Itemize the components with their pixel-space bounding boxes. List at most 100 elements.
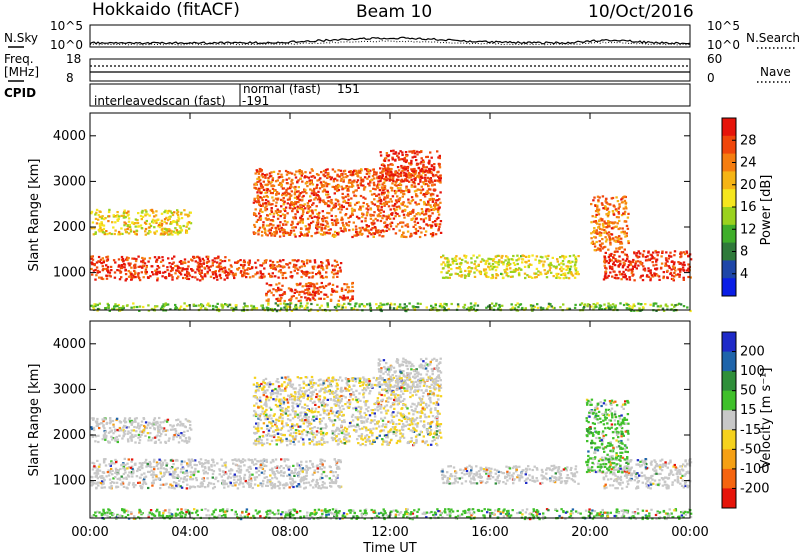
echo-cell: [211, 261, 215, 264]
echo-cell: [269, 182, 272, 185]
echo-cell: [305, 481, 308, 484]
echo-cell: [337, 299, 340, 302]
echo-cell: [623, 232, 626, 235]
echo-cell: [566, 267, 570, 270]
echo-cell: [423, 176, 427, 179]
echo-cell: [96, 459, 99, 462]
echo-cell: [262, 188, 266, 191]
echo-cell: [298, 472, 301, 475]
echo-cell: [603, 207, 607, 210]
echo-cell: [244, 479, 247, 483]
echo-cell: [273, 189, 276, 192]
echo-cell: [179, 305, 183, 308]
echo-cell: [325, 202, 328, 205]
echo-cell: [150, 208, 154, 211]
echo-cell: [262, 276, 265, 279]
echo-cell: [391, 178, 394, 181]
echo-cell: [318, 226, 321, 229]
echo-cell: [641, 255, 645, 258]
echo-cell: [647, 269, 650, 273]
echo-cell: [349, 173, 352, 176]
echo-cell: [283, 229, 286, 232]
echo-cell: [305, 299, 309, 302]
echo-cell: [154, 421, 157, 424]
echo-cell: [351, 235, 354, 239]
echo-cell: [162, 474, 165, 477]
echo-cell: [602, 207, 605, 210]
echo-cell: [122, 477, 125, 480]
echo-cell: [109, 275, 112, 278]
echo-cell: [255, 467, 258, 470]
echo-cell: [248, 476, 251, 479]
echo-cell: [315, 478, 319, 482]
echo-cell: [638, 255, 641, 258]
echo-cell: [305, 175, 308, 179]
nave-tick-bottom: 0: [707, 71, 715, 85]
echo-cell: [176, 277, 179, 280]
echo-cell: [420, 185, 423, 188]
echo-cell: [276, 261, 279, 264]
echo-cell: [289, 475, 292, 478]
echo-cell: [497, 263, 500, 266]
echo-cell: [647, 275, 650, 278]
echo-cell: [361, 179, 364, 182]
echo-cell: [236, 487, 240, 490]
echo-cell: [327, 172, 330, 175]
echo-cell: [284, 308, 288, 311]
echo-cell: [481, 258, 484, 261]
echo-cell: [221, 464, 224, 467]
echo-cell: [186, 267, 189, 270]
echo-cell: [384, 167, 387, 170]
echo-cell: [557, 263, 561, 266]
echo-cell: [667, 265, 671, 268]
echo-cell: [405, 176, 409, 179]
echo-cell: [601, 224, 605, 227]
echo-cell: [392, 307, 396, 310]
echo-cell: [91, 221, 95, 224]
echo-cell: [122, 263, 126, 266]
echo-cell: [267, 298, 270, 301]
echo-cell: [353, 179, 356, 182]
echo-cell: [386, 194, 390, 197]
echo-cell: [169, 473, 172, 476]
echo-cell: [313, 215, 316, 218]
echo-cell: [133, 420, 136, 423]
echo-cell: [490, 277, 493, 280]
echo-cell: [254, 478, 257, 481]
echo-cell: [386, 303, 389, 306]
echo-cell: [199, 458, 203, 461]
echo-cell: [386, 196, 389, 199]
echo-cell: [514, 267, 518, 271]
echo-cell: [339, 206, 342, 209]
echo-cell: [262, 479, 265, 482]
echo-cell: [352, 307, 356, 310]
echo-cell: [396, 187, 400, 190]
echo-cell: [291, 207, 295, 210]
echo-cell: [631, 265, 635, 268]
echo-cell: [382, 214, 385, 217]
echo-cell: [310, 192, 314, 195]
echo-cell: [116, 470, 120, 473]
echo-cell: [308, 467, 312, 470]
echo-cell: [608, 260, 612, 263]
echo-cell: [121, 482, 125, 485]
echo-cell: [288, 171, 291, 175]
echo-cell: [133, 257, 136, 260]
freq-tick-bottom: 8: [66, 71, 74, 85]
echo-cell: [346, 296, 349, 299]
echo-cell: [277, 276, 280, 279]
echo-cell: [171, 233, 174, 236]
echo-cell: [280, 471, 283, 474]
echo-cell: [529, 304, 533, 307]
echo-cell: [318, 196, 321, 199]
echo-cell: [292, 265, 295, 268]
echo-cell: [130, 460, 133, 463]
echo-cell: [229, 264, 233, 267]
echo-cell: [520, 255, 523, 258]
echo-cell: [273, 234, 277, 237]
echo-cell: [317, 173, 320, 177]
echo-cell: [284, 484, 287, 487]
echo-cell: [284, 303, 287, 306]
echo-cell: [114, 467, 118, 470]
echo-cell: [661, 251, 664, 254]
